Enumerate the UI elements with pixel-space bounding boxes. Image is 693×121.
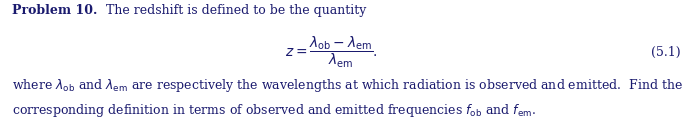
Text: where $\lambda_{\mathrm{ob}}$ and $\lambda_{\mathrm{em}}$ are respectively the w: where $\lambda_{\mathrm{ob}}$ and $\lamb… — [12, 77, 683, 94]
Text: Problem 10.: Problem 10. — [12, 4, 98, 17]
Text: (5.1): (5.1) — [651, 45, 681, 59]
Text: The redshift is defined to be the quantity: The redshift is defined to be the quanti… — [98, 4, 366, 17]
Text: $z = \dfrac{\lambda_{\mathrm{ob}} - \lambda_{\mathrm{em}}}{\lambda_{\mathrm{em}}: $z = \dfrac{\lambda_{\mathrm{ob}} - \lam… — [285, 34, 378, 70]
Text: corresponding definition in terms of observed and emitted frequencies $f_{\mathr: corresponding definition in terms of obs… — [12, 102, 536, 119]
